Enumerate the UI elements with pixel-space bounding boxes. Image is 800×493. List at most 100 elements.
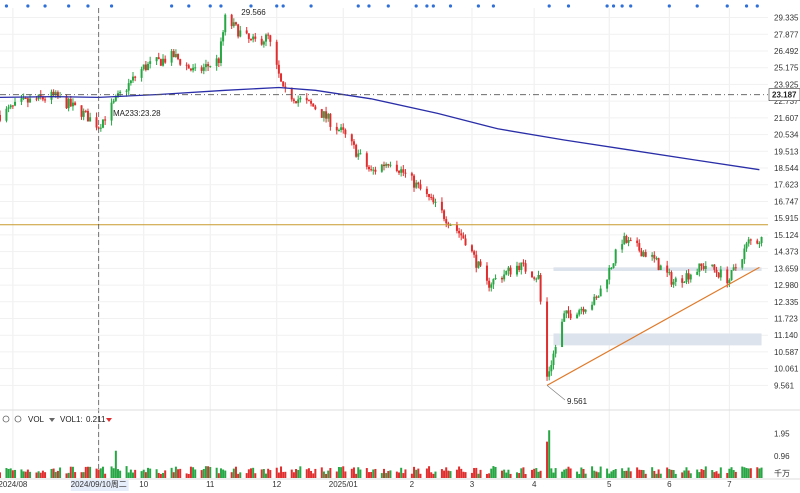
- volume-bar: [625, 470, 628, 478]
- candle-body: [638, 243, 641, 251]
- volume-bar: [215, 467, 218, 478]
- volume-bar: [561, 471, 564, 478]
- volume-bar: [432, 473, 435, 478]
- volume-bar: [174, 466, 177, 478]
- date-tick-label: 11: [206, 480, 215, 489]
- candle-body: [342, 127, 345, 130]
- volume-bar: [269, 470, 272, 478]
- volume-bar: [80, 472, 83, 478]
- date-tick-label: 5: [607, 480, 612, 489]
- volume-bar: [297, 469, 300, 478]
- candle-body: [672, 281, 675, 285]
- volume-bar: [728, 468, 731, 478]
- candle-body: [310, 100, 313, 104]
- volume-bar: [719, 467, 722, 478]
- volume-bar: [222, 469, 225, 478]
- price-tick-label: 19.513: [774, 147, 799, 156]
- volume-bar: [5, 468, 8, 478]
- candle-body: [350, 134, 353, 142]
- volume-bar: [563, 469, 566, 478]
- volume-bar: [548, 430, 551, 478]
- candle-body: [104, 119, 107, 121]
- candle-body: [320, 109, 323, 118]
- candle-body: [537, 275, 540, 279]
- volume-bar: [653, 470, 656, 478]
- candle-body: [269, 35, 272, 42]
- volume-bar: [20, 469, 23, 478]
- candle-body: [627, 240, 630, 243]
- volume-bar: [204, 466, 207, 478]
- volume-bar: [217, 473, 220, 478]
- volume-bar: [550, 468, 553, 478]
- volume-bar: [134, 469, 137, 478]
- candle-body: [430, 196, 433, 198]
- candle-body: [488, 280, 491, 288]
- candle-body: [84, 110, 87, 112]
- volume-bar: [39, 472, 42, 478]
- candle-body: [74, 102, 77, 106]
- volume-bar: [623, 470, 626, 478]
- volume-bar: [443, 470, 446, 478]
- volume-bar: [455, 469, 458, 478]
- candle-body: [479, 261, 482, 266]
- signal-dot: [605, 4, 609, 8]
- candle-body: [732, 267, 735, 271]
- candle-body: [170, 51, 173, 63]
- candle-body: [252, 36, 255, 40]
- volume-bar: [219, 468, 222, 478]
- candle-body: [653, 254, 656, 259]
- candle-body: [312, 103, 315, 107]
- volume-bar: [125, 466, 128, 478]
- volume-bar: [672, 470, 675, 478]
- crosshair-date-tag: [70, 480, 129, 491]
- candle-body: [614, 249, 617, 264]
- candle-body: [554, 347, 557, 354]
- candle-body: [640, 250, 643, 257]
- volume-bar: [383, 468, 385, 478]
- candle-body: [509, 267, 512, 275]
- candle-body: [237, 24, 240, 37]
- volume-bar: [65, 473, 68, 478]
- volume-bar: [290, 469, 293, 478]
- volume-bar: [434, 471, 437, 478]
- volume-bar: [580, 467, 583, 478]
- signal-dot: [109, 4, 114, 8]
- volume-bar: [490, 468, 493, 478]
- candle-body: [644, 252, 647, 257]
- candle-body: [29, 98, 32, 103]
- candle-body: [395, 164, 398, 171]
- candle-body: [687, 273, 690, 280]
- volume-bar: [756, 467, 759, 478]
- volume-bar: [277, 472, 280, 478]
- volume-bar: [440, 469, 443, 478]
- volume-bar: [500, 470, 503, 478]
- volume-bar: [104, 473, 107, 478]
- volume-bar: [157, 472, 160, 478]
- volume-tick-label: 0.96: [774, 452, 790, 461]
- volume-bar: [119, 470, 122, 478]
- volume-bar: [11, 470, 14, 478]
- candle-body: [492, 279, 495, 285]
- volume-bar: [612, 469, 615, 478]
- volume-bar: [629, 471, 632, 478]
- signal-dot: [208, 4, 212, 8]
- signal-dot: [491, 4, 496, 8]
- candle-body: [11, 105, 14, 107]
- candle-body: [629, 240, 632, 242]
- candle-body: [89, 117, 92, 122]
- signal-dot: [620, 4, 624, 8]
- volume-bar: [400, 467, 403, 478]
- candle-body: [22, 97, 25, 99]
- price-tick-label: 20.534: [774, 131, 799, 140]
- candle-body: [292, 99, 295, 102]
- volume-bar: [503, 469, 506, 478]
- candle-body: [550, 365, 553, 372]
- date-tick-label: 12: [272, 480, 281, 489]
- date-tick-label: 2: [410, 480, 415, 489]
- candle-body: [434, 201, 437, 203]
- volume-bar: [425, 468, 428, 478]
- candle-body: [112, 100, 115, 103]
- volume-bar: [567, 466, 570, 478]
- candle-body: [595, 296, 598, 298]
- volume-bar: [312, 473, 315, 478]
